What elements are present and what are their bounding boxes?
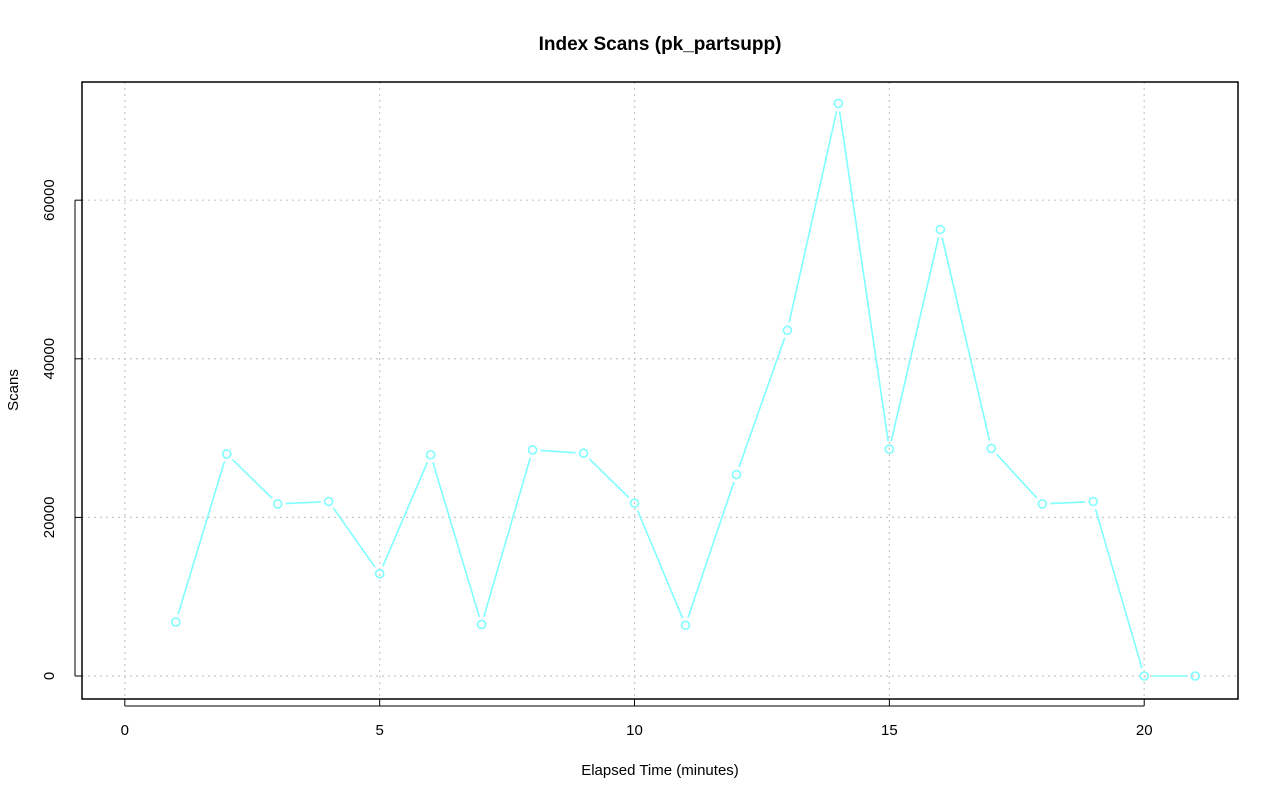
data-point (680, 620, 691, 631)
series-line-segment (432, 462, 481, 618)
series-line-segment (382, 461, 429, 567)
data-point (374, 568, 385, 579)
data-point (833, 98, 844, 109)
series-line-segment (738, 337, 786, 468)
series-line-segment (941, 237, 991, 441)
x-tick-label: 10 (626, 722, 643, 739)
data-point (935, 224, 946, 235)
data-point (170, 617, 181, 627)
data-point (782, 325, 793, 336)
series-layer (170, 98, 1200, 681)
chart-title: Index Scans (pk_partsupp) (539, 34, 782, 55)
series-line-segment (483, 457, 532, 617)
series-line-segment (1094, 508, 1143, 669)
series-line-segment (687, 481, 735, 618)
series-line-segment (285, 501, 321, 505)
y-tick-label: 40000 (41, 338, 58, 380)
grid-lines (82, 82, 1238, 699)
y-tick-label: 20000 (41, 497, 58, 539)
data-point (221, 449, 232, 459)
x-axis-label: Elapsed Time (minutes) (581, 762, 739, 779)
x-tick-label: 20 (1136, 722, 1153, 739)
series-line-segment (588, 458, 630, 499)
series-line-segment (1050, 501, 1086, 505)
data-point (578, 448, 589, 458)
data-point (527, 445, 538, 455)
series-line-segment (788, 111, 838, 323)
data-point (884, 444, 895, 454)
series-line-segment (996, 453, 1038, 499)
data-point (1037, 499, 1048, 509)
series-line-segment (838, 111, 889, 442)
series-line-segment (636, 510, 684, 619)
data-point (425, 449, 436, 460)
x-axis: 0 5 10 15 20 (121, 699, 1153, 739)
series-line-segment (890, 237, 940, 442)
x-tick-label: 15 (881, 722, 898, 739)
data-point (986, 443, 997, 454)
y-axis-label: Scans (5, 369, 22, 411)
x-tick-label: 5 (375, 722, 383, 739)
series-line-segment (231, 458, 273, 499)
x-tick-label: 0 (121, 722, 129, 739)
y-tick-label: 60000 (41, 179, 58, 221)
plot-frame (81, 81, 1239, 700)
data-point (1190, 671, 1200, 681)
data-point (476, 619, 487, 630)
data-point (323, 496, 334, 507)
data-point (272, 499, 283, 509)
data-point (1088, 496, 1099, 507)
series-line-segment (332, 507, 376, 568)
series-line-segment (177, 461, 226, 615)
data-point (629, 498, 640, 508)
series-line-segment (540, 449, 576, 454)
data-point (1139, 671, 1150, 681)
data-point (731, 469, 742, 480)
y-tick-label: 0 (41, 672, 58, 680)
y-axis: 0 20000 40000 60000 (41, 179, 82, 680)
